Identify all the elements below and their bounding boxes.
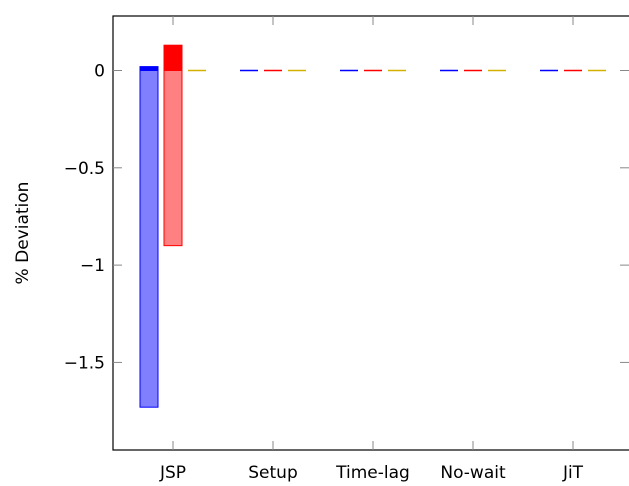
- bar-upper-jsp-series-1: [139, 66, 159, 71]
- y-tick-label: −1.5: [64, 353, 105, 373]
- axis-ticks: 0 −0.5 −1 −1.5 JSP Setup Time-lag No-wait JiT: [64, 16, 629, 483]
- x-category-label: No-wait: [440, 463, 506, 483]
- x-category-label: JSP: [159, 463, 186, 483]
- x-category-label: Setup: [248, 463, 297, 483]
- x-category-label: JiT: [562, 463, 584, 483]
- plot-frame: [112, 15, 629, 451]
- chart-axes: [112, 15, 629, 451]
- y-tick-label: −1: [80, 256, 105, 276]
- y-axis-title: % Deviation: [13, 182, 33, 285]
- y-tick-label: −0.5: [64, 159, 105, 179]
- y-tick-label: 0: [94, 61, 105, 81]
- chart-marks: [139, 44, 606, 408]
- bar-jsp-series-2: [163, 69, 183, 247]
- bar-upper-jsp-series-2: [163, 44, 183, 71]
- x-category-label: Time-lag: [335, 463, 410, 483]
- bar-jsp-series-1: [139, 69, 159, 408]
